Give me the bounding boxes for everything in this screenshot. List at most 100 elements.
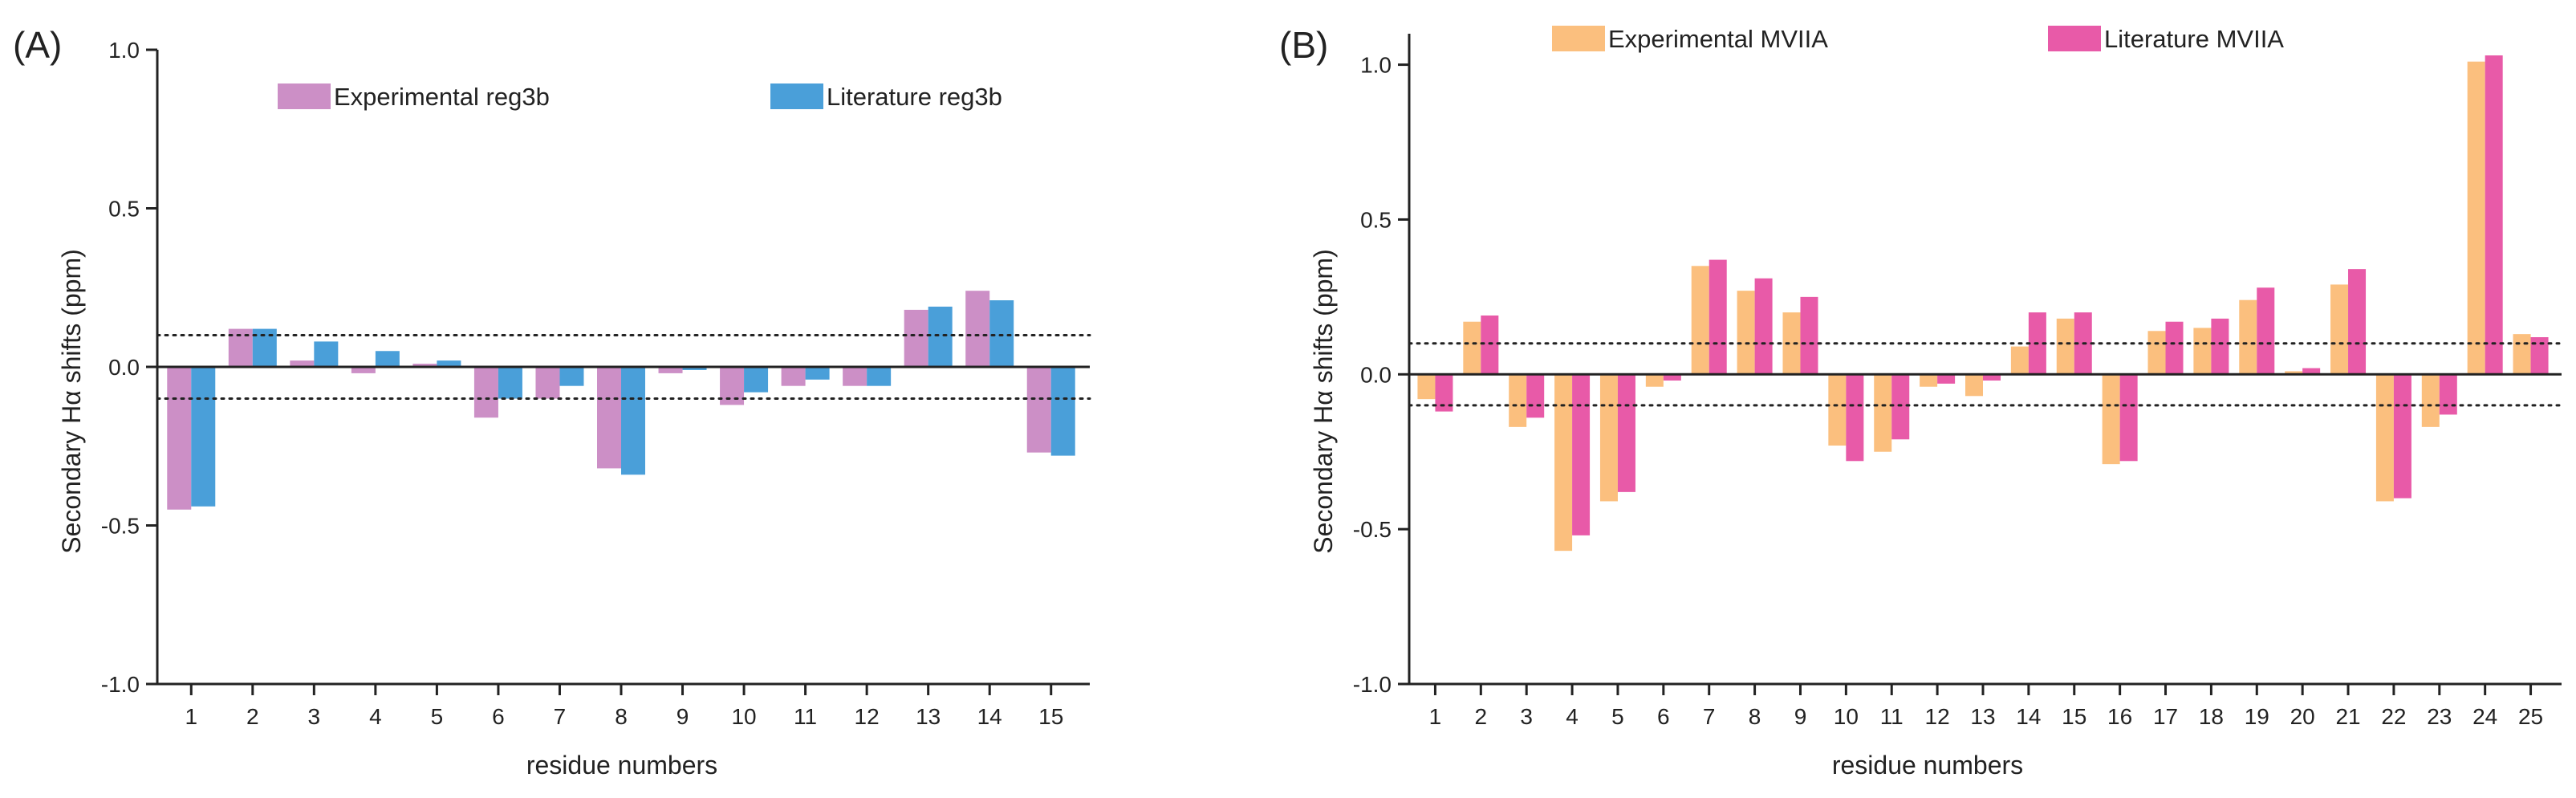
bar-experimental-reg3b-14 <box>965 291 990 367</box>
bar-literature-reg3b-4 <box>375 351 400 367</box>
y-tick-label: -0.5 <box>1353 517 1392 542</box>
bars-b <box>1417 55 2549 552</box>
legend-b: Experimental MVIIA Literature MVIIA <box>1552 25 2284 53</box>
bar-experimental-mviia-15 <box>2056 318 2074 375</box>
bar-literature-mviia-5 <box>1617 374 1635 492</box>
x-tick-label: 24 <box>2472 704 2497 729</box>
x-tick-label: 5 <box>431 704 444 729</box>
bar-literature-reg3b-8 <box>621 367 645 475</box>
bar-experimental-mviia-6 <box>1645 374 1664 387</box>
bar-literature-mviia-12 <box>1937 374 1956 384</box>
bar-experimental-reg3b-4 <box>351 367 376 373</box>
legend-label-literature-reg3b: Literature reg3b <box>827 83 1002 111</box>
bar-experimental-mviia-19 <box>2239 299 2257 375</box>
bar-experimental-reg3b-3 <box>290 360 315 367</box>
x-tick-label: 15 <box>2062 704 2086 729</box>
x-tick-label: 15 <box>1038 704 1063 729</box>
bar-experimental-reg3b-5 <box>412 364 437 367</box>
bar-experimental-mviia-14 <box>2010 346 2029 375</box>
bar-literature-mviia-11 <box>1891 374 1910 440</box>
bar-literature-reg3b-10 <box>744 367 769 393</box>
y-tick-label: 1.0 <box>1360 53 1392 78</box>
x-tick-label: 7 <box>554 704 567 729</box>
x-tick-label: 10 <box>1834 704 1859 729</box>
bar-literature-mviia-10 <box>1846 374 1864 462</box>
bar-experimental-mviia-5 <box>1599 374 1618 502</box>
y-tick-label: -0.5 <box>101 514 140 539</box>
bar-literature-mviia-8 <box>1754 278 1773 375</box>
bar-literature-reg3b-9 <box>682 367 707 370</box>
bar-literature-reg3b-11 <box>805 367 830 380</box>
x-tick-label: 22 <box>2381 704 2406 729</box>
bar-literature-mviia-17 <box>2165 321 2184 375</box>
bar-experimental-mviia-23 <box>2421 374 2440 427</box>
bar-experimental-mviia-20 <box>2285 371 2303 375</box>
legend-swatch-experimental-mviia <box>1552 26 1605 51</box>
legend-swatch-literature-mviia <box>2048 26 2101 51</box>
bar-literature-mviia-6 <box>1663 374 1681 381</box>
bar-experimental-mviia-16 <box>2102 374 2120 465</box>
bar-experimental-reg3b-12 <box>843 367 867 386</box>
bar-experimental-reg3b-7 <box>535 367 560 399</box>
bar-experimental-reg3b-15 <box>1026 367 1051 453</box>
bar-experimental-reg3b-11 <box>781 367 806 386</box>
legend-swatch-experimental-reg3b <box>278 83 331 109</box>
y-axis-title-b: Secondary Hα shifts (ppm) <box>1309 249 1338 554</box>
bar-experimental-reg3b-6 <box>473 367 498 418</box>
x-tick-label: 4 <box>1566 704 1579 729</box>
x-tick-label: 4 <box>369 704 382 729</box>
x-tick-label: 2 <box>246 704 259 729</box>
x-tick-label: 8 <box>615 704 628 729</box>
legend-swatch-literature-reg3b <box>770 83 823 109</box>
x-tick-label: 14 <box>977 704 1002 729</box>
bar-experimental-mviia-7 <box>1691 266 1709 375</box>
bar-literature-mviia-23 <box>2439 374 2457 415</box>
bar-experimental-mviia-12 <box>1920 374 1938 387</box>
bar-experimental-mviia-2 <box>1463 321 1481 375</box>
bar-literature-mviia-24 <box>2485 55 2503 375</box>
x-tick-label: 7 <box>1703 704 1716 729</box>
x-axis-title-a: residue numbers <box>526 751 717 780</box>
bar-experimental-mviia-24 <box>2467 61 2485 375</box>
x-tick-label: 21 <box>2335 704 2360 729</box>
reference-lines-a <box>156 334 1091 400</box>
legend-label-literature-mviia: Literature MVIIA <box>2104 25 2284 53</box>
bar-experimental-reg3b-10 <box>720 367 745 405</box>
bar-experimental-mviia-21 <box>2330 284 2349 375</box>
bar-experimental-mviia-22 <box>2375 374 2394 502</box>
panel-b-label: (B) <box>1279 24 1328 66</box>
x-tick-label: 16 <box>2107 704 2132 729</box>
x-tick-label: 20 <box>2290 704 2315 729</box>
bar-literature-mviia-4 <box>1572 374 1591 535</box>
x-tick-label: 17 <box>2153 704 2178 729</box>
bar-literature-mviia-21 <box>2348 269 2367 375</box>
x-tick-label: 19 <box>2245 704 2269 729</box>
y-axis-title-a: Secondary Hα shifts (ppm) <box>57 249 86 554</box>
chart-panel-b: (B) Experimental MVIIA Literature MVIIA … <box>1279 24 2563 780</box>
bar-literature-mviia-9 <box>1800 296 1818 375</box>
x-tick-label: 1 <box>185 704 197 729</box>
x-tick-label: 3 <box>1520 704 1533 729</box>
legend-label-experimental-reg3b: Experimental reg3b <box>334 83 550 111</box>
bar-literature-reg3b-5 <box>437 360 461 367</box>
bar-experimental-mviia-18 <box>2193 328 2212 375</box>
bar-experimental-reg3b-9 <box>658 367 683 373</box>
x-tick-label: 18 <box>2199 704 2224 729</box>
bar-experimental-mviia-8 <box>1737 291 1755 375</box>
bar-literature-mviia-25 <box>2530 337 2549 375</box>
bar-experimental-reg3b-13 <box>904 309 928 367</box>
axes-b: 1.00.50.0-0.5-1.01 2 3 4 5 6 7 8 9 10 11 12 13 14 15 16… <box>1353 34 2562 729</box>
bar-experimental-mviia-3 <box>1509 374 1527 427</box>
x-tick-label: 13 <box>916 704 941 729</box>
reference-lines-b <box>1408 342 2563 407</box>
x-tick-label: 11 <box>1880 704 1904 729</box>
bar-literature-reg3b-13 <box>928 306 953 367</box>
bar-experimental-mviia-25 <box>2513 334 2531 375</box>
bar-literature-mviia-2 <box>1481 316 1499 375</box>
x-tick-label: 12 <box>855 704 880 729</box>
bar-literature-mviia-16 <box>2119 374 2138 462</box>
x-tick-label: 13 <box>1970 704 1995 729</box>
x-tick-label: 10 <box>731 704 756 729</box>
bar-literature-reg3b-15 <box>1050 367 1075 456</box>
